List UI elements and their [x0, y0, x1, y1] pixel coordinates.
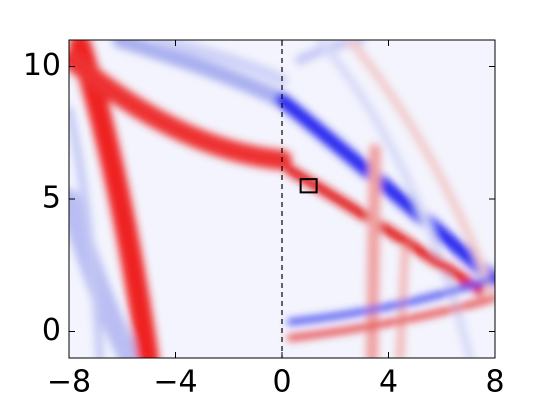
y-tick-label: 10	[23, 48, 61, 83]
y-tick-label: 5	[42, 181, 61, 216]
x-tick-label: −4	[153, 365, 197, 400]
x-tick-label: 0	[272, 365, 291, 400]
x-tick-label: −8	[47, 365, 91, 400]
highlight-box	[299, 178, 318, 194]
y-tick-label: 0	[42, 313, 61, 348]
x-tick-label: 8	[485, 365, 504, 400]
heatmap-image	[69, 40, 495, 358]
x-tick-label: 4	[379, 365, 398, 400]
